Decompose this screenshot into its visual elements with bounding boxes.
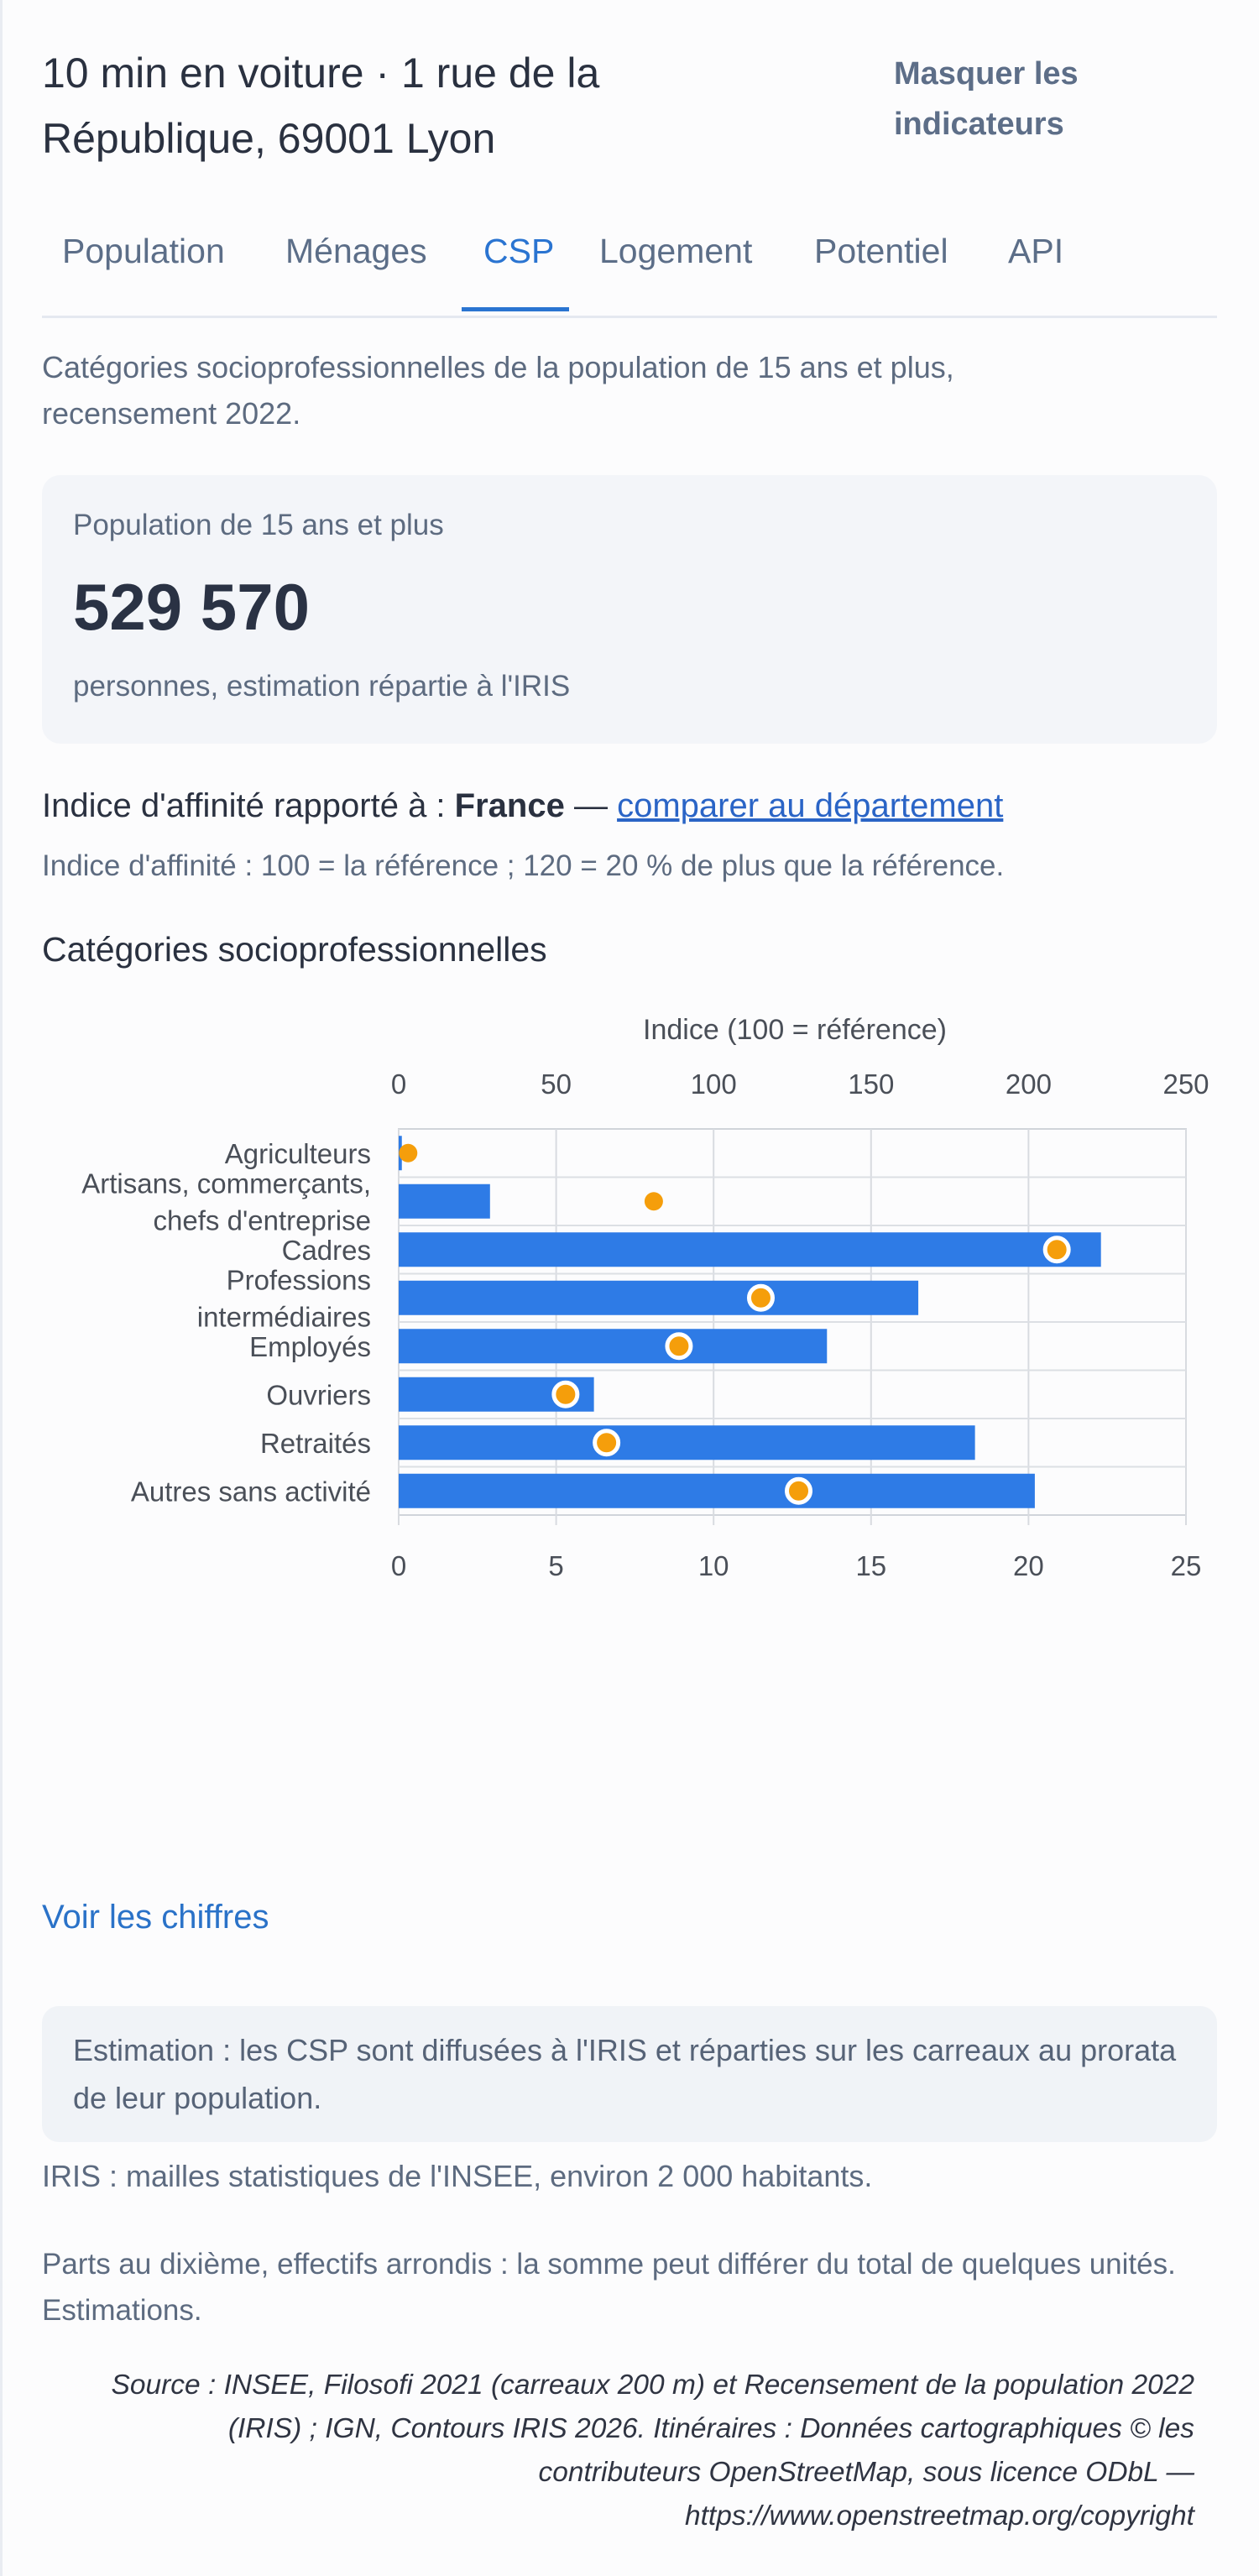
source-note: Source : INSEE, Filosofi 2021 (carreaux … [111, 2370, 1194, 2532]
csp-chart: Indice (100 = référence) 0 50 100 150 200 250 0… [81, 1014, 1209, 1581]
tab-logement[interactable]: Logement [599, 232, 753, 270]
category-label: Professions [227, 1264, 371, 1295]
bar-1 [399, 1183, 490, 1219]
bottom-tick-label: 20 [1013, 1550, 1044, 1581]
index-point-4 [665, 1332, 693, 1361]
category-label: Employés [249, 1331, 371, 1362]
estimation-note-card: Estimation : les CSP sont diffusées à l'… [42, 2006, 1217, 2142]
bottom-tick-label: 15 [855, 1550, 886, 1581]
top-tick-label: 150 [848, 1069, 894, 1100]
view-figures-link[interactable]: Voir les chiffres [42, 1899, 269, 1936]
population-note: personnes, estimation répartie à l'IRIS [73, 670, 571, 703]
population-card: Population de 15 ans et plus 529 570 per… [42, 475, 1217, 744]
index-point-0 [399, 1143, 418, 1163]
section-description: Catégories socioprofessionnelles de la p… [42, 350, 954, 431]
tab-menages[interactable]: Ménages [285, 232, 427, 270]
index-point-1 [644, 1192, 663, 1211]
index-point-7 [785, 1476, 813, 1505]
category-label: chefs d'entreprise [154, 1204, 371, 1236]
bar-2 [399, 1232, 1101, 1267]
population-value: 529 570 [73, 570, 310, 644]
category-label: Agriculteurs [225, 1138, 371, 1169]
top-tick-label: 250 [1162, 1069, 1209, 1100]
index-point-3 [746, 1283, 775, 1312]
tab-potentiel[interactable]: Potentiel [814, 232, 948, 270]
iris-note: IRIS : mailles statistiques de l'INSEE, … [42, 2159, 873, 2193]
tab-bar: Population Ménages CSP Logement Potentie… [42, 220, 1217, 318]
bottom-tick-label: 0 [391, 1550, 406, 1581]
category-label: Autres sans activité [131, 1476, 371, 1507]
index-point-2 [1042, 1236, 1071, 1264]
tab-api[interactable]: API [1008, 232, 1064, 270]
category-label: intermédiaires [197, 1301, 371, 1332]
bottom-tick-label: 10 [698, 1550, 729, 1581]
bar-4 [399, 1329, 828, 1364]
affinity-note: Indice d'affinité : 100 = la référence ;… [42, 849, 1005, 882]
category-label: Cadres [282, 1235, 371, 1266]
page-title: 10 min en voiture · 1 rue de la Républiq… [42, 50, 600, 162]
category-label: Retraités [260, 1428, 371, 1459]
category-label: Ouvriers [266, 1379, 371, 1410]
bottom-tick-label: 5 [548, 1550, 563, 1581]
bar-6 [399, 1425, 975, 1460]
top-tick-label: 200 [1006, 1069, 1052, 1100]
chart-section-title: Catégories socioprofessionnelles [42, 930, 547, 969]
affinity-reference: Indice d'affinité rapporté à : France — … [42, 787, 1003, 825]
tab-csp[interactable]: CSP [483, 232, 555, 270]
top-tick-label: 50 [541, 1069, 572, 1100]
bar-3 [399, 1280, 919, 1315]
top-tick-label: 100 [691, 1069, 737, 1100]
population-label: Population de 15 ans et plus [73, 509, 444, 541]
active-tab-indicator [462, 307, 569, 311]
category-label: Artisans, commerçants, [81, 1168, 371, 1199]
top-tick-label: 0 [391, 1069, 406, 1100]
bar-7 [399, 1473, 1035, 1508]
left-border [0, 0, 3, 2576]
affinity-reference-value: France [454, 787, 565, 824]
tab-population[interactable]: Population [62, 232, 225, 270]
affinity-prefix: Indice d'affinité rapporté à : [42, 787, 455, 824]
parts-note: Parts au dixième, effectifs arrondis : l… [42, 2248, 1176, 2327]
hide-indicators-button[interactable]: Masquer les indicateurs [894, 56, 1079, 142]
top-axis-label: Indice (100 = référence) [643, 1014, 947, 1046]
compare-department-link[interactable]: comparer au département [617, 787, 1004, 824]
index-point-5 [551, 1380, 580, 1408]
index-point-6 [593, 1429, 621, 1457]
bottom-tick-label: 25 [1171, 1550, 1202, 1581]
estimation-note: Estimation : les CSP sont diffusées à l'… [73, 2033, 1177, 2115]
affinity-separator: — [564, 787, 618, 824]
